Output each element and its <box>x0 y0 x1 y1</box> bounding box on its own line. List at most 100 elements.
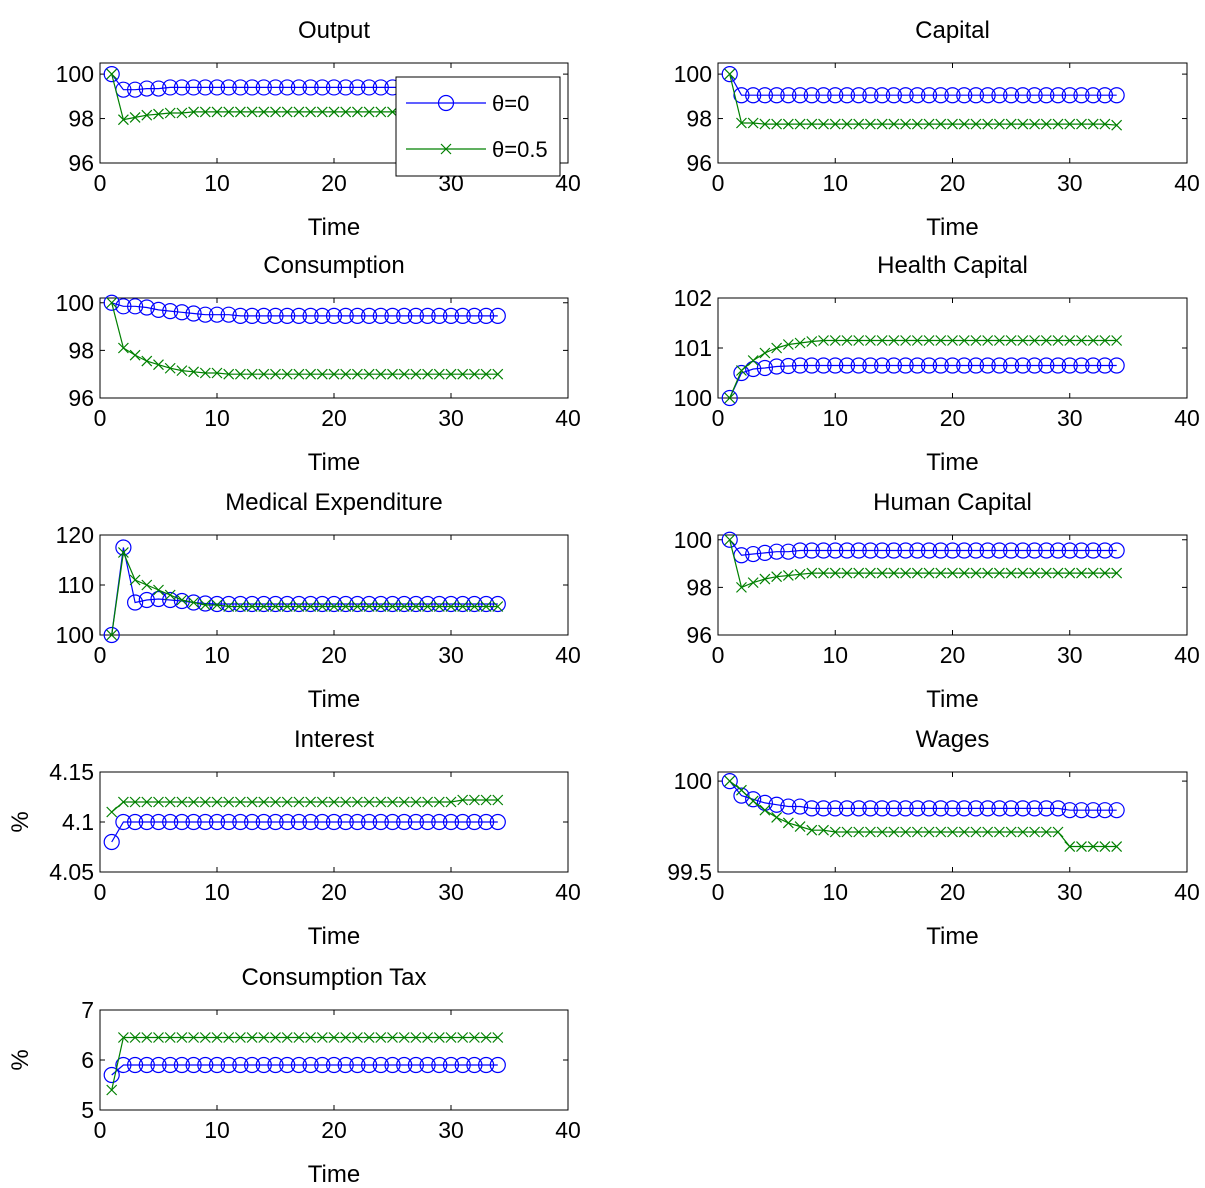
data-point <box>850 800 867 817</box>
series-theta-0.5 <box>724 534 1123 593</box>
data-point <box>876 567 888 579</box>
data-point <box>1003 542 1020 559</box>
data-point <box>862 542 879 559</box>
data-point <box>396 813 413 831</box>
x-tick-label: 30 <box>1057 642 1083 668</box>
data-point <box>208 595 226 613</box>
series-line <box>111 1064 498 1076</box>
data-point <box>106 1084 118 1096</box>
data-point <box>279 1056 296 1074</box>
data-point <box>279 595 296 613</box>
data-point <box>270 601 281 612</box>
data-point <box>454 813 471 831</box>
data-point <box>223 106 235 118</box>
data-point <box>328 796 340 808</box>
data-point <box>372 1056 389 1074</box>
data-point <box>991 357 1008 374</box>
x-tick-label: 0 <box>712 642 725 668</box>
data-point <box>827 542 844 559</box>
data-point <box>141 1032 153 1043</box>
data-point <box>325 595 343 613</box>
x-tick-label: 40 <box>1174 879 1200 905</box>
data-point <box>361 79 378 96</box>
data-point <box>153 359 164 371</box>
data-point <box>888 118 900 130</box>
data-point <box>1076 335 1087 346</box>
data-point <box>920 87 938 104</box>
data-point <box>197 813 214 831</box>
x-tick-label: 0 <box>94 170 107 196</box>
x-tick-label: 20 <box>321 642 347 668</box>
x-axis-label: Time <box>926 686 978 713</box>
data-point <box>468 1032 480 1043</box>
x-tick-label: 20 <box>321 170 347 196</box>
data-point <box>103 626 120 644</box>
data-point <box>375 601 387 612</box>
data-point <box>129 574 141 586</box>
subplot-5: 0 10 20 30 40 100 110 120 Medical Expenditure Tim… <box>56 489 581 713</box>
data-point <box>255 307 272 324</box>
data-point <box>363 368 375 380</box>
data-point <box>223 601 235 612</box>
data-point <box>199 599 211 611</box>
data-point <box>1064 567 1076 579</box>
data-point <box>255 1056 272 1074</box>
x-tick-label: 0 <box>94 405 107 431</box>
data-point <box>944 800 961 817</box>
data-point <box>958 826 970 838</box>
data-point <box>862 87 879 104</box>
x-tick-label: 30 <box>1057 405 1083 431</box>
data-point <box>806 824 818 836</box>
data-point <box>900 826 912 838</box>
data-point <box>314 813 331 831</box>
data-point <box>815 357 832 374</box>
data-point <box>162 302 179 320</box>
data-point <box>791 798 809 815</box>
data-point <box>234 796 246 808</box>
x-tick-label: 40 <box>1174 405 1200 431</box>
data-point <box>876 118 888 130</box>
data-point <box>1014 800 1031 817</box>
data-point <box>246 796 258 808</box>
x-tick-label: 40 <box>555 879 581 905</box>
y-tick-label: 100 <box>674 527 712 553</box>
data-point <box>361 813 378 831</box>
x-tick-label: 40 <box>1174 170 1200 196</box>
y-tick-label: 98 <box>686 574 712 600</box>
data-point <box>911 567 923 579</box>
data-point <box>176 1032 188 1043</box>
data-point <box>454 595 471 613</box>
data-point <box>244 813 261 831</box>
data-point <box>1087 841 1099 852</box>
data-point <box>232 595 249 613</box>
data-point <box>176 365 188 377</box>
data-point <box>468 601 480 612</box>
series-theta-0.5 <box>106 297 504 380</box>
data-point <box>314 79 331 96</box>
data-point <box>127 813 144 831</box>
data-point <box>492 601 504 612</box>
data-point <box>794 568 806 580</box>
data-point <box>759 118 771 130</box>
data-point <box>290 79 307 96</box>
data-point <box>150 301 167 319</box>
data-point <box>967 357 985 374</box>
subplot-2: 0 10 20 30 40 96 98 100 Capital Time <box>674 17 1200 241</box>
data-point <box>1064 841 1076 852</box>
data-point <box>351 1032 363 1043</box>
data-point <box>1014 542 1031 559</box>
data-point <box>208 306 226 323</box>
subplot-title: Output <box>298 17 370 44</box>
data-point <box>199 1032 211 1043</box>
data-point <box>361 595 378 613</box>
data-point <box>361 307 378 324</box>
y-tick-label: 7 <box>81 997 94 1023</box>
data-point <box>1040 335 1052 346</box>
data-point <box>935 335 947 346</box>
x-tick-label: 0 <box>712 170 725 196</box>
x-tick-label: 30 <box>1057 170 1083 196</box>
data-point <box>736 365 747 376</box>
x-axis-label: Time <box>926 449 978 476</box>
data-point <box>293 601 305 612</box>
data-point <box>979 87 996 104</box>
